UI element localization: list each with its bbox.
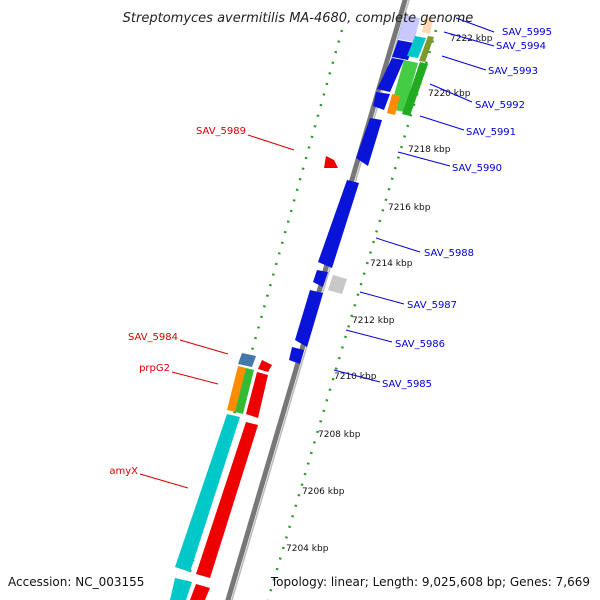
summary-text: Topology: linear; Length: 9,025,608 bp; … <box>270 575 590 589</box>
gene-sav5991[interactable] <box>356 118 382 166</box>
forward-gene-label[interactable]: SAV_5990 <box>452 163 502 174</box>
inner-tick-guide <box>266 29 438 600</box>
forward-leader-line <box>429 83 473 103</box>
forward-leader-line <box>397 151 451 167</box>
gene-prpg2c[interactable] <box>246 372 268 418</box>
forward-gene-label[interactable]: SAV_5992 <box>475 100 525 111</box>
gene-prpg2[interactable] <box>227 366 246 412</box>
gene-sav5995b[interactable] <box>422 17 433 34</box>
forward-gene-label[interactable]: SAV_5987 <box>407 300 457 311</box>
gene-sav5984b[interactable] <box>258 360 272 372</box>
tick-label: 7214 kbp <box>370 259 413 269</box>
reverse-gene-label[interactable]: amyX <box>109 466 138 477</box>
forward-leader-line <box>443 31 495 47</box>
tick-label: 7206 kbp <box>302 487 345 497</box>
accession-text: Accession: NC_003155 <box>8 575 144 589</box>
forward-leader-line <box>359 291 405 305</box>
gene-sav5986[interactable] <box>295 290 323 347</box>
tick-label: 7220 kbp <box>428 89 471 99</box>
reverse-gene-label[interactable]: SAV_5989 <box>196 126 246 137</box>
gene-amyx-c[interactable] <box>170 578 192 600</box>
gene-sav5985[interactable] <box>289 347 304 364</box>
reverse-leader-line <box>139 473 189 489</box>
reverse-leader-line <box>179 339 229 355</box>
gene-sav5993[interactable] <box>377 58 404 92</box>
map-title: Streptomyces avermitilis MA-4680, comple… <box>123 11 474 26</box>
tick-label: 7222 kbp <box>450 34 493 44</box>
tick-label: 7208 kbp <box>318 430 361 440</box>
gene-sav5995[interactable] <box>398 15 420 42</box>
reverse-leader-line <box>247 134 295 151</box>
reverse-genes <box>170 156 338 600</box>
forward-gene-label[interactable]: SAV_5991 <box>466 127 516 138</box>
gene-sav5993b[interactable] <box>419 36 434 62</box>
gene-sav5992[interactable] <box>373 92 390 110</box>
gene-sav5990[interactable] <box>318 180 359 268</box>
gene-sav5989[interactable] <box>324 156 338 168</box>
gene-sav5992c[interactable] <box>387 94 400 115</box>
forward-leader-line <box>455 17 495 33</box>
forward-leader-line <box>375 237 421 253</box>
forward-leader-line <box>345 329 393 343</box>
gene-prpg2b[interactable] <box>235 368 254 414</box>
gene-sav5987[interactable] <box>328 275 347 294</box>
tick-label: 7218 kbp <box>408 145 451 155</box>
gene-labels: SAV_5995 SAV_5994 SAV_5993 SAV_5992 SAV_5991… <box>109 17 552 489</box>
reverse-leader-line <box>171 371 219 385</box>
reverse-gene-label[interactable]: SAV_5984 <box>128 332 178 343</box>
gene-amyx[interactable] <box>175 414 240 572</box>
tick-label: 7212 kbp <box>352 316 395 326</box>
forward-gene-label[interactable]: SAV_5988 <box>424 248 474 259</box>
tick-labels: 7204 kbp 7206 kbp 7208 kbp 7210 kbp 7212 kbp… <box>286 34 493 554</box>
forward-gene-label[interactable]: SAV_5986 <box>395 339 445 350</box>
forward-leader-line <box>441 55 487 71</box>
tick-label: 7210 kbp <box>334 372 377 382</box>
forward-genes <box>289 15 434 364</box>
forward-gene-label[interactable]: SAV_5985 <box>382 379 432 390</box>
forward-leader-line <box>333 369 381 383</box>
gene-sav5988[interactable] <box>313 270 328 287</box>
forward-leader-line <box>419 115 465 131</box>
forward-gene-label[interactable]: SAV_5995 <box>502 27 552 38</box>
gene-sav5994b[interactable] <box>407 36 426 58</box>
forward-gene-label[interactable]: SAV_5994 <box>496 41 546 52</box>
tick-label: 7216 kbp <box>388 203 431 213</box>
gene-amyx-d[interactable] <box>190 584 210 600</box>
tick-label: 7204 kbp <box>286 544 329 554</box>
reverse-gene-label[interactable]: prpG2 <box>139 363 170 374</box>
gene-amyx-b[interactable] <box>196 422 258 578</box>
gene-sav5991b[interactable] <box>402 62 428 116</box>
forward-gene-label[interactable]: SAV_5993 <box>488 66 538 77</box>
gene-sav5984[interactable] <box>238 353 256 367</box>
